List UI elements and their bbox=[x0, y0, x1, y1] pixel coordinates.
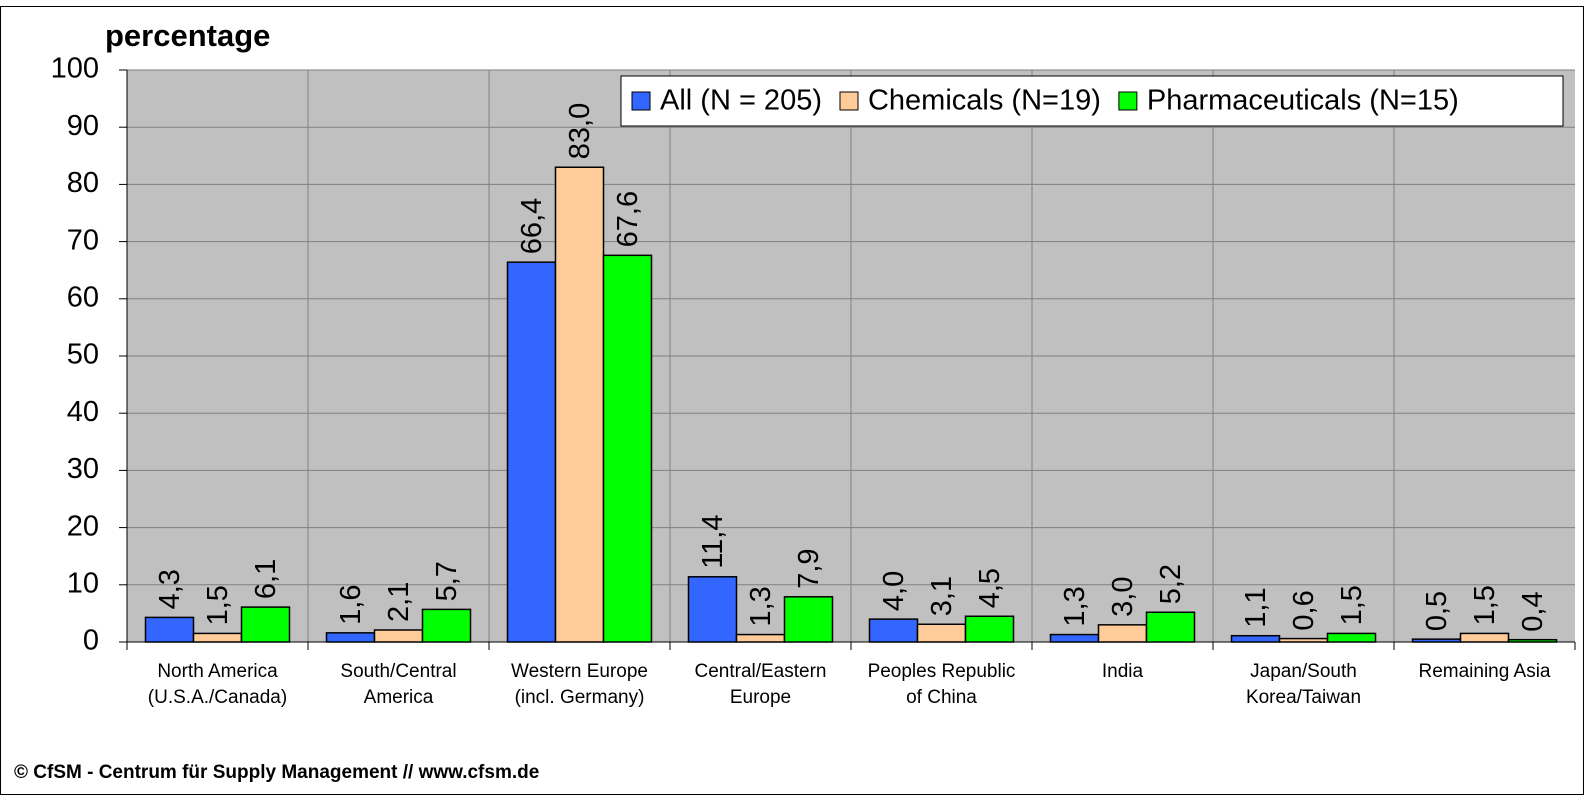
value-label: 1,3 bbox=[745, 586, 777, 626]
value-label: 2,1 bbox=[383, 582, 415, 622]
value-label: 0,5 bbox=[1421, 591, 1453, 631]
bar bbox=[1507, 638, 1558, 643]
bar bbox=[1097, 624, 1148, 643]
value-label: 4,3 bbox=[154, 569, 186, 609]
x-tick-line: India bbox=[1102, 661, 1144, 682]
x-tick-label: Peoples Republic of China bbox=[868, 661, 1016, 708]
x-tick-line: Europe bbox=[730, 687, 791, 708]
value-label: 3,0 bbox=[1107, 577, 1139, 617]
x-tick-line: (incl. Germany) bbox=[515, 687, 645, 708]
x-tick-label: South/Central America bbox=[340, 661, 456, 708]
bar bbox=[916, 623, 967, 643]
y-tick-label: 90 bbox=[67, 110, 99, 142]
value-label: 83,0 bbox=[564, 103, 596, 159]
legend-swatch bbox=[1118, 91, 1138, 111]
legend-label: All (N = 205) bbox=[660, 85, 822, 117]
value-label: 1,5 bbox=[1469, 585, 1501, 625]
x-tick-line: (U.S.A./Canada) bbox=[148, 687, 287, 708]
bar bbox=[373, 629, 424, 643]
legend-label: Pharmaceuticals (N=15) bbox=[1147, 85, 1459, 117]
x-tick-line: of China bbox=[906, 687, 977, 708]
bar bbox=[1411, 638, 1462, 643]
value-label: 3,1 bbox=[926, 576, 958, 616]
bar bbox=[554, 166, 605, 643]
x-tick-line: Western Europe bbox=[511, 661, 648, 682]
x-tick-line: America bbox=[364, 687, 434, 708]
x-tick-line: Central/Eastern bbox=[694, 661, 826, 682]
value-label: 1,6 bbox=[335, 585, 367, 625]
footer: © CfSM - Centrum für Supply Management /… bbox=[14, 762, 539, 783]
value-label: 4,5 bbox=[974, 568, 1006, 608]
bar bbox=[421, 608, 472, 643]
bar bbox=[783, 596, 834, 643]
y-tick-label: 70 bbox=[67, 224, 99, 256]
x-tick-label: Japan/South Korea/Taiwan bbox=[1246, 661, 1361, 708]
value-label: 4,0 bbox=[878, 571, 910, 611]
bar bbox=[1459, 632, 1510, 643]
bar bbox=[1145, 611, 1196, 643]
bar bbox=[735, 633, 786, 643]
x-tick-line: Japan/South bbox=[1250, 661, 1357, 682]
y-tick-label: 40 bbox=[67, 396, 99, 428]
value-label: 66,4 bbox=[516, 198, 548, 254]
bar bbox=[602, 254, 653, 643]
x-tick-line: Remaining Asia bbox=[1418, 661, 1550, 682]
value-label: 5,2 bbox=[1155, 564, 1187, 604]
value-label: 6,1 bbox=[250, 559, 282, 599]
y-tick-label: 60 bbox=[67, 281, 99, 313]
bar bbox=[964, 615, 1015, 643]
value-label: 0,6 bbox=[1288, 590, 1320, 630]
legend-swatch bbox=[839, 91, 859, 111]
y-tick-label: 10 bbox=[67, 567, 99, 599]
legend-swatch bbox=[631, 91, 651, 111]
bar bbox=[506, 261, 557, 643]
value-label: 1,1 bbox=[1240, 587, 1272, 627]
bar bbox=[240, 606, 291, 643]
value-label: 1,5 bbox=[1336, 585, 1368, 625]
bar bbox=[687, 576, 738, 643]
bar bbox=[1230, 634, 1281, 643]
y-tick-label: 20 bbox=[67, 510, 99, 542]
bar bbox=[192, 632, 243, 643]
bar bbox=[868, 618, 919, 643]
value-label: 11,4 bbox=[697, 514, 729, 568]
value-label: 1,5 bbox=[202, 585, 234, 625]
y-tick-label: 30 bbox=[67, 453, 99, 485]
x-tick-line: Peoples Republic bbox=[868, 661, 1016, 682]
chart-title: percentage bbox=[105, 18, 270, 53]
bar bbox=[144, 616, 195, 643]
value-label: 7,9 bbox=[793, 548, 825, 588]
value-label: 5,7 bbox=[431, 561, 463, 601]
legend-box bbox=[620, 75, 1564, 127]
x-tick-label: North America (U.S.A./Canada) bbox=[148, 661, 287, 708]
legend-label: Chemicals (N=19) bbox=[868, 85, 1101, 117]
value-label: 0,4 bbox=[1517, 591, 1549, 631]
bar bbox=[1049, 633, 1100, 643]
bar bbox=[1278, 637, 1329, 643]
bar bbox=[325, 632, 376, 643]
x-tick-line: North America bbox=[157, 661, 278, 682]
x-tick-label: Western Europe (incl. Germany) bbox=[511, 661, 648, 708]
bar bbox=[1326, 632, 1377, 643]
x-tick-label: Remaining Asia bbox=[1418, 661, 1550, 682]
x-tick-line: Korea/Taiwan bbox=[1246, 687, 1361, 708]
x-tick-label: Central/Eastern Europe bbox=[694, 661, 826, 708]
y-tick-label: 80 bbox=[67, 167, 99, 199]
x-tick-label: India bbox=[1102, 661, 1144, 682]
y-tick-label: 0 bbox=[83, 625, 99, 657]
x-tick-line: South/Central bbox=[340, 661, 456, 682]
y-tick-label: 50 bbox=[67, 339, 99, 371]
y-tick-label: 100 bbox=[51, 53, 99, 85]
legend: All (N = 205) Chemicals (N=19) Pharmaceuti… bbox=[620, 75, 1564, 127]
value-label: 67,6 bbox=[612, 191, 644, 247]
value-label: 1,3 bbox=[1059, 586, 1091, 626]
